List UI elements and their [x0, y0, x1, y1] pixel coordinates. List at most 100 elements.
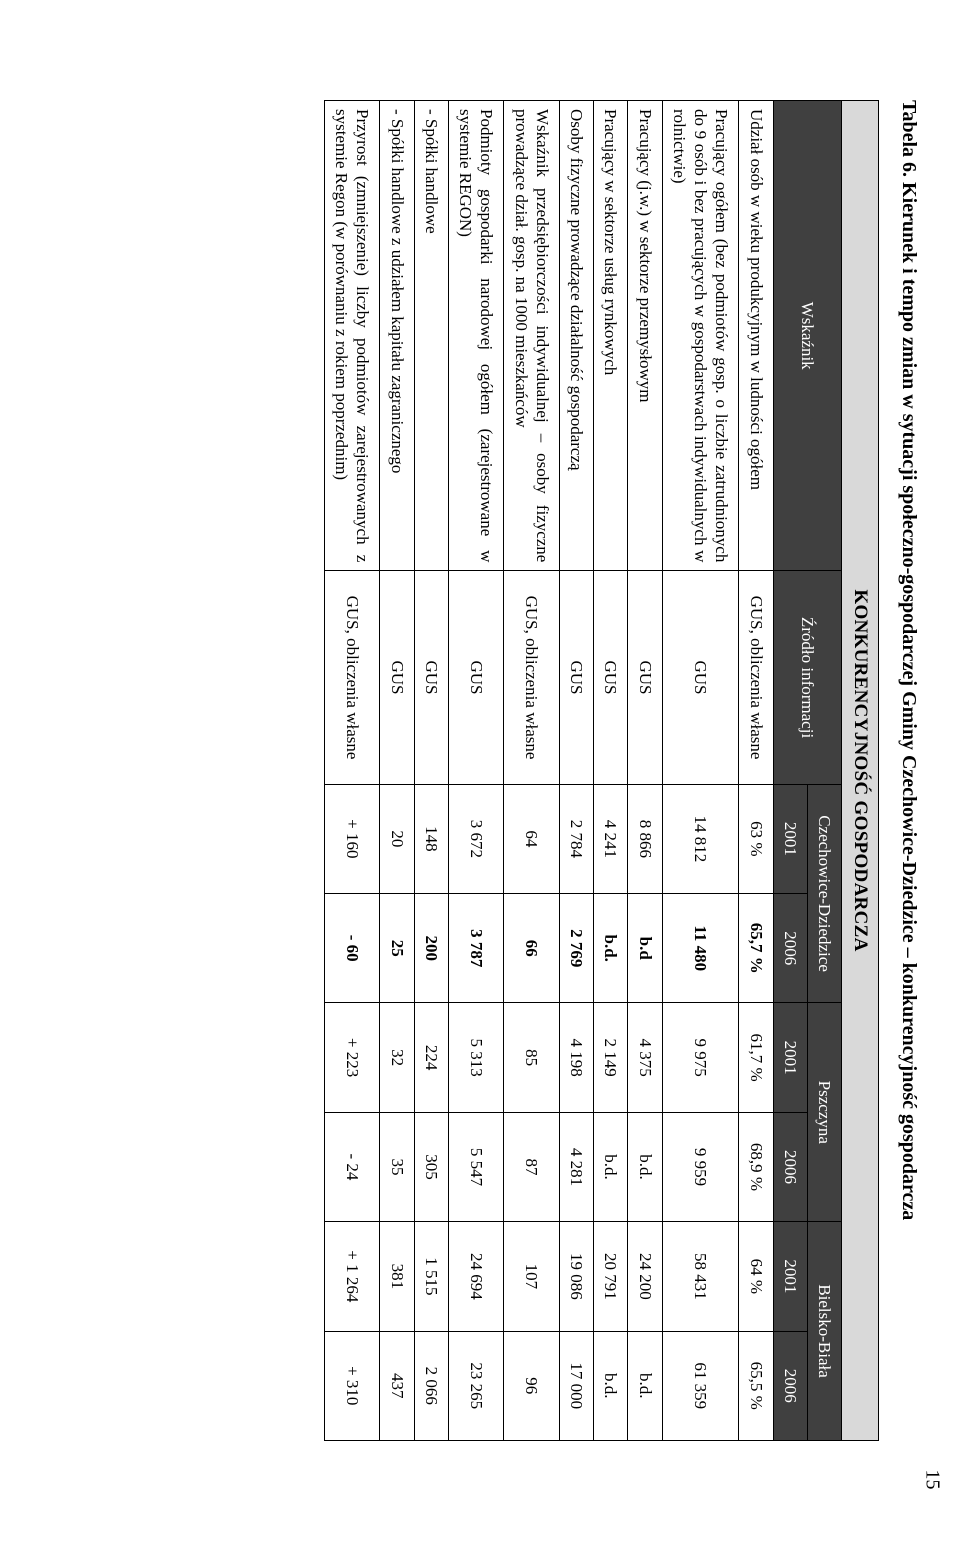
cell-value: 64: [504, 784, 560, 893]
page: Tabela 6. Kierunek i tempo zmian w sytua…: [0, 0, 960, 1541]
cell-value: - 60: [325, 894, 381, 1003]
cell-value: 2 066: [414, 1331, 448, 1440]
header-city-0: Czechowice-Dziedzice: [808, 784, 842, 1003]
table-head: KONKURENCYJNOŚĆ GOSPODARCZA Wskaźnik Źró…: [773, 101, 878, 1441]
cell-value: 148: [414, 784, 448, 893]
header-source: Źródło informacji: [773, 571, 842, 784]
cell-value: 87: [504, 1112, 560, 1221]
cell-value: + 310: [325, 1331, 381, 1440]
table-row: Pracujący ogółem (bez podmiotów gosp. o …: [662, 101, 739, 1441]
table-row: Przyrost (zmniejszenie) liczby podmiotów…: [325, 101, 381, 1441]
cell-value: 23 265: [449, 1331, 505, 1440]
header-year: 2006: [773, 1331, 807, 1440]
page-number: 15: [922, 1470, 944, 1490]
cell-indicator: Udział osób w wieku produkcyjnym w ludno…: [739, 101, 773, 571]
cell-source: GUS, obliczenia własne: [325, 571, 381, 784]
cell-indicator: Pracujący w sektorze usług rynkowych: [594, 101, 628, 571]
cell-value: 61,7 %: [739, 1003, 773, 1112]
cell-value: 35: [380, 1112, 414, 1221]
cell-value: 2 784: [560, 784, 594, 893]
table-row: - Spółki handloweGUS1482002243051 5152 0…: [414, 101, 448, 1441]
cell-value: b.d.: [628, 1331, 662, 1440]
cell-value: 2 149: [594, 1003, 628, 1112]
cell-value: 66: [504, 894, 560, 1003]
page-number-wrap: 15: [921, 1470, 944, 1490]
cell-source: GUS: [628, 571, 662, 784]
cell-value: 32: [380, 1003, 414, 1112]
cell-value: b.d: [628, 894, 662, 1003]
header-year: 2001: [773, 1003, 807, 1112]
cell-indicator: Osoby fizyczne prowadzące działalność go…: [560, 101, 594, 571]
cell-value: 17 000: [560, 1331, 594, 1440]
table-row: Podmioty gospodarki narodowej ogółem (za…: [449, 101, 505, 1441]
cell-value: 3 672: [449, 784, 505, 893]
table-row: Udział osób w wieku produkcyjnym w ludno…: [739, 101, 773, 1441]
cell-value: 224: [414, 1003, 448, 1112]
header-year: 2001: [773, 784, 807, 893]
cell-value: 24 200: [628, 1222, 662, 1331]
rotated-content: Tabela 6. Kierunek i tempo zmian w sytua…: [0, 0, 960, 1541]
cell-source: GUS: [560, 571, 594, 784]
cell-value: 4 375: [628, 1003, 662, 1112]
table-row: Pracujący (j.w.) w sektorze przemysłowym…: [628, 101, 662, 1441]
cell-indicator: Pracujący ogółem (bez podmiotów gosp. o …: [662, 101, 739, 571]
cell-value: 9 959: [662, 1112, 739, 1221]
cell-value: 4 281: [560, 1112, 594, 1221]
cell-source: GUS: [380, 571, 414, 784]
cell-value: 5 547: [449, 1112, 505, 1221]
cell-source: GUS: [449, 571, 505, 784]
cell-value: 107: [504, 1222, 560, 1331]
cell-source: GUS: [414, 571, 448, 784]
cell-value: 68,9 %: [739, 1112, 773, 1221]
cell-value: b.d.: [594, 1331, 628, 1440]
cell-value: 14 812: [662, 784, 739, 893]
table-row: Osoby fizyczne prowadzące działalność go…: [560, 101, 594, 1441]
cell-source: GUS: [594, 571, 628, 784]
cell-value: 200: [414, 894, 448, 1003]
cell-value: 58 431: [662, 1222, 739, 1331]
cell-value: 19 086: [560, 1222, 594, 1331]
cell-value: 4 241: [594, 784, 628, 893]
cell-value: 1 515: [414, 1222, 448, 1331]
cell-value: 96: [504, 1331, 560, 1440]
table-caption: Tabela 6. Kierunek i tempo zmian w sytua…: [897, 100, 920, 1441]
cell-value: b.d.: [594, 894, 628, 1003]
cell-value: 5 313: [449, 1003, 505, 1112]
header-year: 2001: [773, 1222, 807, 1331]
cell-source: GUS, obliczenia własne: [504, 571, 560, 784]
cell-value: 65,5 %: [739, 1331, 773, 1440]
cell-indicator: - Spółki handlowe z udziałem kapitału za…: [380, 101, 414, 571]
cell-value: 8 866: [628, 784, 662, 893]
cell-value: b.d.: [628, 1112, 662, 1221]
cell-value: 20 791: [594, 1222, 628, 1331]
table-row: Pracujący w sektorze usług rynkowychGUS4…: [594, 101, 628, 1441]
cell-value: 4 198: [560, 1003, 594, 1112]
table-body: Udział osób w wieku produkcyjnym w ludno…: [325, 101, 774, 1441]
cell-value: + 1 264: [325, 1222, 381, 1331]
cell-indicator: Przyrost (zmniejszenie) liczby podmiotów…: [325, 101, 381, 571]
cell-value: b.d.: [594, 1112, 628, 1221]
table-row: Wskaźnik przedsiębiorczości indywidualne…: [504, 101, 560, 1441]
cell-indicator: Wskaźnik przedsiębiorczości indywidualne…: [504, 101, 560, 571]
header-indicator: Wskaźnik: [773, 101, 842, 571]
table-row: - Spółki handlowe z udziałem kapitału za…: [380, 101, 414, 1441]
cell-value: 65,7 %: [739, 894, 773, 1003]
cell-value: 381: [380, 1222, 414, 1331]
cell-value: 64 %: [739, 1222, 773, 1331]
header-year: 2006: [773, 1112, 807, 1221]
cell-value: 9 975: [662, 1003, 739, 1112]
cell-value: + 223: [325, 1003, 381, 1112]
cell-value: 3 787: [449, 894, 505, 1003]
cell-value: 63 %: [739, 784, 773, 893]
header-year: 2006: [773, 894, 807, 1003]
cell-indicator: - Spółki handlowe: [414, 101, 448, 571]
cell-value: 61 359: [662, 1331, 739, 1440]
cell-source: GUS, obliczenia własne: [739, 571, 773, 784]
cell-value: 437: [380, 1331, 414, 1440]
cell-indicator: Pracujący (j.w.) w sektorze przemysłowym: [628, 101, 662, 571]
header-title: KONKURENCYJNOŚĆ GOSPODARCZA: [842, 101, 879, 1441]
data-table: KONKURENCYJNOŚĆ GOSPODARCZA Wskaźnik Źró…: [324, 100, 879, 1441]
cell-value: 20: [380, 784, 414, 893]
cell-value: - 24: [325, 1112, 381, 1221]
cell-value: 2 769: [560, 894, 594, 1003]
